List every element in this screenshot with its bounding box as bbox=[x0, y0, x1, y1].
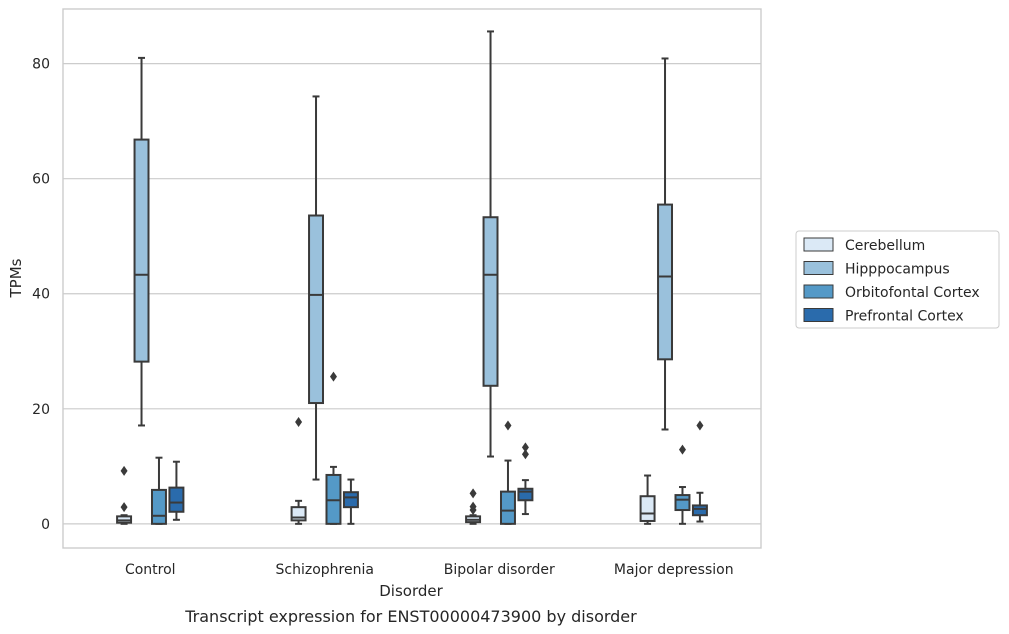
x-tick-label-3: Bipolar disorder bbox=[444, 562, 555, 578]
outlier-point bbox=[120, 465, 128, 476]
legend-label: Orbitofontal Cortex bbox=[845, 285, 980, 301]
legend-item-3: Orbitofontal Cortex bbox=[803, 284, 980, 301]
y-tick-label-20: 20 bbox=[32, 402, 50, 418]
box-iqr bbox=[150, 488, 167, 525]
x-tick-label-4: Major depression bbox=[614, 562, 734, 578]
box-iqr bbox=[639, 495, 656, 522]
outlier-point bbox=[521, 449, 529, 460]
tick-labels: 0 20 40 60 80 Control Schizophrenia Bipolar dis… bbox=[32, 57, 733, 578]
x-tick-label-2: Schizophrenia bbox=[276, 562, 374, 578]
outlier-point bbox=[120, 502, 128, 513]
box-iqr bbox=[499, 490, 516, 525]
outlier-point bbox=[469, 501, 477, 512]
box-1-2 bbox=[133, 56, 150, 427]
box-1-3 bbox=[150, 456, 167, 525]
box-iqr bbox=[657, 203, 674, 361]
y-axis-label: TPMs bbox=[7, 258, 25, 298]
legend-label: Cerebellum bbox=[845, 238, 925, 254]
box-iqr bbox=[342, 491, 359, 509]
gridlines bbox=[63, 63, 761, 525]
box-iqr bbox=[168, 486, 185, 513]
box-2-2 bbox=[308, 95, 325, 481]
box-iqr bbox=[674, 494, 691, 512]
x-axis-label: Disorder bbox=[379, 582, 443, 600]
box-4-3 bbox=[674, 444, 691, 525]
box-3-3 bbox=[499, 420, 516, 525]
box-3-2 bbox=[482, 30, 499, 458]
outlier-point bbox=[521, 442, 529, 453]
box-iqr bbox=[517, 487, 534, 502]
box-4-1 bbox=[639, 474, 656, 525]
box-iqr bbox=[482, 216, 499, 387]
outlier-point bbox=[504, 420, 512, 431]
box-3-1 bbox=[465, 488, 482, 525]
y-tick-label-40: 40 bbox=[32, 287, 50, 303]
legend-swatch bbox=[803, 237, 834, 252]
box-2-3 bbox=[325, 371, 342, 525]
y-tick-label-80: 80 bbox=[32, 57, 50, 73]
box-iqr bbox=[691, 504, 708, 517]
outlier-point bbox=[329, 371, 337, 382]
legend-item-2: Hipppocampus bbox=[803, 261, 950, 278]
outlier-point bbox=[678, 444, 686, 455]
legend-label: Hipppocampus bbox=[845, 262, 950, 278]
plot-frame bbox=[62, 8, 762, 549]
legend-swatch bbox=[803, 308, 834, 322]
legend-swatch bbox=[803, 261, 834, 275]
y-tick-label-0: 0 bbox=[41, 517, 50, 533]
legend-frame bbox=[795, 230, 1000, 329]
box-2-1 bbox=[290, 417, 307, 525]
legend-swatch bbox=[803, 284, 834, 299]
box-4-2 bbox=[657, 57, 674, 431]
box-1-4 bbox=[168, 460, 185, 521]
box-2-4 bbox=[342, 478, 359, 525]
legend: Cerebellum Hipppocampus Orbitofontal Corte… bbox=[795, 230, 1000, 329]
outlier-point bbox=[696, 420, 704, 431]
x-tick-label-1: Control bbox=[125, 562, 176, 578]
box-iqr bbox=[308, 214, 325, 405]
box-1-1 bbox=[116, 465, 133, 525]
legend-item-1: Cerebellum bbox=[803, 237, 925, 254]
box-iqr bbox=[133, 138, 150, 363]
outlier-point bbox=[295, 417, 303, 428]
box-3-4 bbox=[517, 442, 534, 516]
boxes bbox=[116, 30, 708, 525]
legend-label: Prefrontal Cortex bbox=[845, 309, 964, 325]
outlier-point bbox=[469, 488, 477, 499]
y-tick-label-60: 60 bbox=[32, 172, 50, 188]
legend-item-4: Prefrontal Cortex bbox=[803, 308, 964, 325]
chart-caption: Transcript expression for ENST0000047390… bbox=[184, 607, 637, 626]
box-4-4 bbox=[691, 420, 708, 523]
